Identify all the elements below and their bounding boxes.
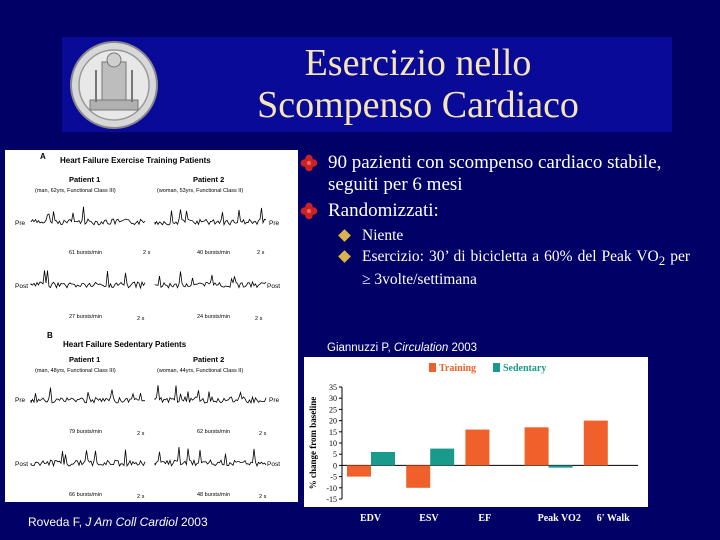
bar-training [583, 420, 608, 466]
y-tick-label: 25 [329, 405, 337, 414]
b-pre-left-rate: 79 bursts/min [69, 429, 102, 435]
bullet-item: Randomizzati: [300, 200, 690, 222]
x-tick-label: EDV [360, 513, 382, 524]
bar-sedentary [548, 465, 573, 468]
a-p1-desc: (man, 62yrs, Functional Class III) [35, 188, 116, 194]
x-tick-label: ESV [419, 513, 439, 524]
bar-training [347, 465, 371, 477]
a-patient1: Patient 1 [69, 175, 100, 184]
b-pre-right: Pre [269, 397, 280, 404]
nerve-recording-figure: A Heart Failure Exercise Training Patien… [5, 150, 298, 502]
citation-left: Roveda F, J Am Coll Cardiol 2003 [28, 515, 208, 529]
y-tick-label: 15 [329, 428, 337, 437]
bar-sedentary [430, 448, 455, 466]
b-patient2: Patient 2 [193, 355, 224, 364]
bar-chart: % change from baseline 35 30 25 20 15 10 5 0 -5 -1… [308, 363, 638, 504]
b-pre-scale-2: 2 s [259, 431, 267, 437]
a-pre-scale-1: 2 s [143, 250, 151, 256]
b-post-left-rate: 66 bursts/min [69, 492, 102, 498]
title-line-2: Scompenso Cardiaco [257, 84, 579, 126]
y-tick-label: -15 [326, 495, 337, 504]
b-post-scale-2: 2 s [259, 494, 267, 500]
nerve-trace [30, 449, 146, 468]
b-p2-desc: (woman, 44yrs, Functional Class II) [157, 368, 243, 374]
b-p1-desc: (man, 48yrs, Functional Class III) [35, 368, 116, 374]
y-tick-label: 5 [333, 450, 337, 459]
bar-training [465, 429, 490, 466]
x-tick-label: EF [478, 513, 492, 524]
nerve-trace [30, 206, 146, 226]
sub-bullet-item: Niente [300, 226, 690, 245]
a-post-scale-1: 2 s [137, 316, 145, 322]
bar-sedentary [371, 451, 395, 466]
b-post-right: Post [267, 461, 280, 468]
y-tick-label: -5 [330, 473, 337, 482]
square-bullet-icon [338, 229, 351, 242]
citation-right: Giannuzzi P, Circulation 2003 [327, 342, 478, 354]
nerve-trace [154, 447, 267, 467]
nerve-traces [30, 206, 267, 468]
legend-label: Sedentary [503, 363, 546, 374]
a-pre-right: Pre [269, 220, 280, 227]
x-tick-label: Peak VO2 [537, 513, 581, 524]
panel-b-title: Heart Failure Sedentary Patients [63, 340, 187, 349]
square-bullet-icon [338, 250, 351, 263]
bullet-list: 90 pazienti con scompenso cardiaco stabi… [300, 152, 690, 289]
bar-training [524, 427, 549, 466]
panel-b-label: B [47, 331, 53, 340]
nerve-trace [154, 385, 267, 405]
nerve-trace [154, 271, 267, 289]
chart-x-axis-labels: EDV ESV EF Peak VO2 6' Walk [304, 505, 648, 535]
title-line-1: Esercizio nello [304, 42, 532, 84]
a-pre-left-rate: 61 bursts/min [69, 250, 102, 256]
diamond-bullet-icon [300, 202, 318, 220]
b-post-right-rate: 48 bursts/min [197, 492, 230, 498]
a-post-left: Post [15, 283, 28, 290]
title-banner [62, 37, 672, 132]
nerve-trace [154, 207, 267, 227]
y-tick-label: 35 [329, 383, 337, 392]
a-p2-desc: (woman, 53yrs, Functional Class II) [157, 188, 243, 194]
a-post-left-rate: 27 bursts/min [69, 314, 102, 320]
b-patient1: Patient 1 [69, 355, 100, 364]
sub-bullet-item: Esercizio: 30’ di bicicletta a 60% del P… [300, 247, 690, 289]
a-post-scale-2: 2 s [255, 316, 263, 322]
seal-icon [70, 41, 158, 129]
legend-swatch [429, 363, 436, 372]
legend-swatch [493, 363, 500, 372]
b-pre-left: Pre [15, 397, 26, 404]
a-patient2: Patient 2 [193, 175, 224, 184]
b-pre-scale-1: 2 s [137, 431, 145, 437]
x-tick-label: 6' Walk [596, 513, 630, 524]
y-tick-label: 30 [329, 394, 337, 403]
a-post-right-rate: 24 bursts/min [197, 314, 230, 320]
b-post-scale-1: 2 s [137, 494, 145, 500]
a-pre-left: Pre [15, 220, 26, 227]
y-tick-label: 0 [333, 461, 337, 470]
a-pre-scale-2: 2 s [257, 250, 265, 256]
bar-chart-panel: % change from baseline 35 30 25 20 15 10 5 0 -5 -1… [304, 357, 648, 507]
legend-label: Training [439, 363, 476, 374]
panel-a-title: Heart Failure Exercise Training Patients [60, 156, 211, 165]
y-tick-label: 10 [329, 439, 337, 448]
slide-title: Esercizio nello Scompenso Cardiaco [168, 42, 668, 126]
b-pre-right-rate: 62 bursts/min [197, 429, 230, 435]
diamond-bullet-icon [300, 154, 318, 172]
a-pre-right-rate: 40 bursts/min [197, 250, 230, 256]
y-tick-label: 20 [329, 417, 337, 426]
a-post-right: Post [267, 283, 280, 290]
bullet-item: 90 pazienti con scompenso cardiaco stabi… [300, 152, 690, 196]
b-post-left: Post [15, 461, 28, 468]
y-axis-label: % change from baseline [308, 397, 318, 490]
panel-a-label: A [40, 152, 46, 161]
bar-training [406, 465, 431, 488]
nerve-trace [30, 387, 146, 404]
y-tick-label: -10 [326, 484, 337, 493]
nerve-trace [30, 270, 146, 290]
